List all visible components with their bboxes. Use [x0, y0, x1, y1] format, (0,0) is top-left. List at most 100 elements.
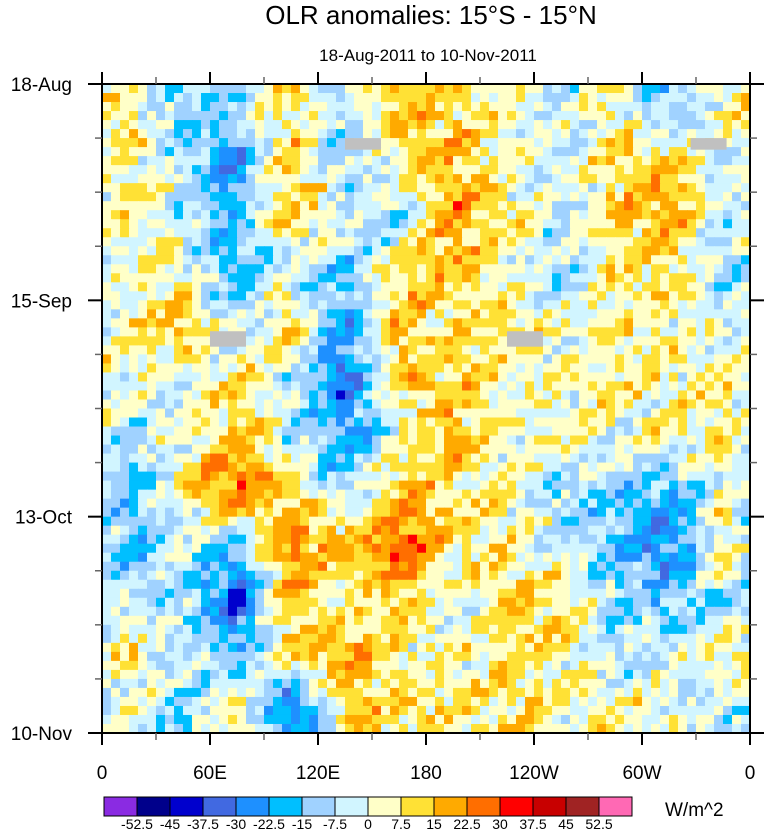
field-cell — [651, 120, 661, 130]
field-cell — [102, 489, 112, 500]
field-cell — [183, 147, 193, 157]
field-cell — [219, 147, 229, 157]
field-cell — [444, 417, 454, 428]
field-cell — [741, 588, 751, 599]
field-cell — [669, 138, 679, 148]
field-cell — [282, 687, 292, 698]
field-cell — [453, 642, 463, 653]
field-cell — [327, 219, 337, 229]
field-cell — [507, 300, 517, 310]
field-cell — [561, 399, 571, 410]
field-cell — [570, 264, 580, 274]
field-cell — [282, 354, 292, 365]
field-cell — [516, 615, 526, 626]
field-cell — [111, 615, 121, 626]
field-cell — [579, 129, 589, 139]
field-cell — [156, 687, 166, 698]
field-cell — [507, 624, 517, 635]
field-cell — [408, 534, 418, 545]
field-cell — [246, 624, 256, 635]
field-cell — [246, 633, 256, 644]
field-cell — [417, 633, 427, 644]
field-cell — [741, 570, 751, 581]
field-cell — [102, 633, 112, 644]
field-cell — [156, 309, 166, 319]
field-cell — [255, 390, 265, 401]
field-cell — [363, 651, 373, 662]
field-cell — [300, 102, 310, 112]
field-cell — [129, 129, 139, 139]
field-cell — [471, 498, 481, 509]
field-cell — [390, 291, 400, 301]
field-cell — [723, 588, 733, 599]
field-cell — [363, 669, 373, 680]
field-cell — [183, 687, 193, 698]
field-cell — [237, 300, 247, 310]
field-cell — [354, 453, 364, 464]
field-cell — [642, 219, 652, 229]
field-cell — [669, 480, 679, 491]
field-cell — [579, 210, 589, 220]
field-cell — [228, 93, 238, 103]
field-cell — [561, 210, 571, 220]
field-cell — [426, 408, 436, 419]
field-cell — [633, 390, 643, 401]
field-cell — [480, 165, 490, 175]
field-cell — [570, 282, 580, 292]
field-cell — [174, 363, 184, 374]
field-cell — [570, 165, 580, 175]
field-cell — [318, 174, 328, 184]
field-cell — [696, 543, 706, 554]
field-cell — [570, 480, 580, 491]
field-cell — [543, 300, 553, 310]
field-cell — [129, 588, 139, 599]
field-cell — [678, 597, 688, 608]
field-cell — [561, 606, 571, 617]
field-cell — [453, 435, 463, 446]
field-cell — [210, 507, 220, 518]
field-cell — [687, 696, 697, 707]
field-cell — [363, 399, 373, 410]
field-cell — [201, 543, 211, 554]
field-cell — [606, 552, 616, 563]
field-cell — [174, 435, 184, 446]
field-cell — [570, 291, 580, 301]
field-cell — [660, 453, 670, 464]
field-cell — [462, 300, 472, 310]
field-cell — [687, 327, 697, 337]
field-cell — [624, 498, 634, 509]
field-cell — [192, 201, 202, 211]
field-cell — [210, 552, 220, 563]
field-cell — [678, 651, 688, 662]
field-cell — [282, 183, 292, 193]
field-cell — [570, 543, 580, 554]
field-cell — [165, 426, 175, 437]
field-cell — [336, 282, 346, 292]
field-cell — [291, 309, 301, 319]
field-cell — [705, 678, 715, 689]
field-cell — [678, 228, 688, 238]
field-cell — [219, 264, 229, 274]
field-cell — [705, 102, 715, 112]
field-cell — [210, 174, 220, 184]
field-cell — [399, 678, 409, 689]
field-cell — [723, 687, 733, 698]
field-cell — [498, 498, 508, 509]
field-cell — [219, 183, 229, 193]
field-cell — [723, 183, 733, 193]
field-cell — [561, 147, 571, 157]
field-cell — [345, 606, 355, 617]
field-cell — [345, 102, 355, 112]
field-cell — [426, 651, 436, 662]
field-cell — [255, 291, 265, 301]
field-cell — [309, 525, 319, 536]
field-cell — [255, 480, 265, 491]
field-cell — [705, 642, 715, 653]
field-cell — [714, 453, 724, 464]
field-cell — [102, 381, 112, 392]
field-cell — [516, 687, 526, 698]
field-cell — [660, 678, 670, 689]
field-cell — [291, 246, 301, 256]
field-cell — [291, 183, 301, 193]
field-cell — [543, 471, 553, 482]
